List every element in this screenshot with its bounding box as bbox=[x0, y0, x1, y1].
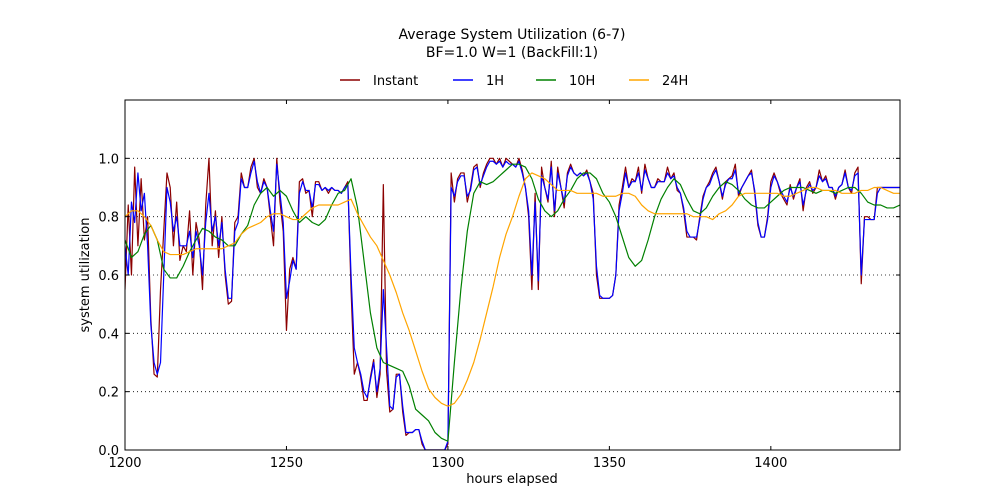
legend-item-10h: 10H bbox=[536, 74, 595, 89]
chart-title-line-2: BF=1.0 W=1 (BackFill:1) bbox=[426, 45, 598, 61]
legend-label-10h: 10H bbox=[569, 74, 595, 89]
legend-label-1h: 1H bbox=[486, 74, 504, 89]
x-tick-label: 1300 bbox=[431, 456, 464, 471]
y-tick-label: 1.0 bbox=[98, 152, 119, 167]
y-tick-label: 0.4 bbox=[98, 327, 119, 342]
legend-item-1h: 1H bbox=[453, 74, 504, 89]
x-axis-label: hours elapsed bbox=[466, 472, 558, 487]
x-tick-label: 1400 bbox=[754, 456, 787, 471]
series-line-10h bbox=[125, 163, 900, 442]
legend-label-24h: 24H bbox=[662, 74, 688, 89]
chart-title-line-1: Average System Utilization (6-7) bbox=[399, 27, 626, 43]
y-tick-label: 0.2 bbox=[98, 386, 119, 401]
y-axis-ticks: 0.0 0.2 0.4 0.6 0.8 1.0 bbox=[98, 152, 900, 459]
legend-item-24h: 24H bbox=[629, 74, 688, 89]
y-axis-label: system utilization bbox=[78, 218, 93, 333]
y-tick-label: 0.6 bbox=[98, 269, 119, 284]
y-tick-label: 0.8 bbox=[98, 211, 119, 226]
y-tick-label: 0.0 bbox=[98, 444, 119, 459]
series-layer bbox=[125, 157, 900, 450]
legend: Instant 1H 10H 24H bbox=[340, 74, 688, 89]
legend-label-instant: Instant bbox=[373, 74, 418, 89]
x-axis-ticks: 1200 1250 1300 1350 1400 bbox=[108, 100, 787, 471]
legend-item-instant: Instant bbox=[340, 74, 418, 89]
x-tick-label: 1350 bbox=[593, 456, 626, 471]
x-tick-label: 1250 bbox=[270, 456, 303, 471]
series-line-24h bbox=[125, 172, 900, 407]
x-tick-label: 1200 bbox=[108, 456, 141, 471]
